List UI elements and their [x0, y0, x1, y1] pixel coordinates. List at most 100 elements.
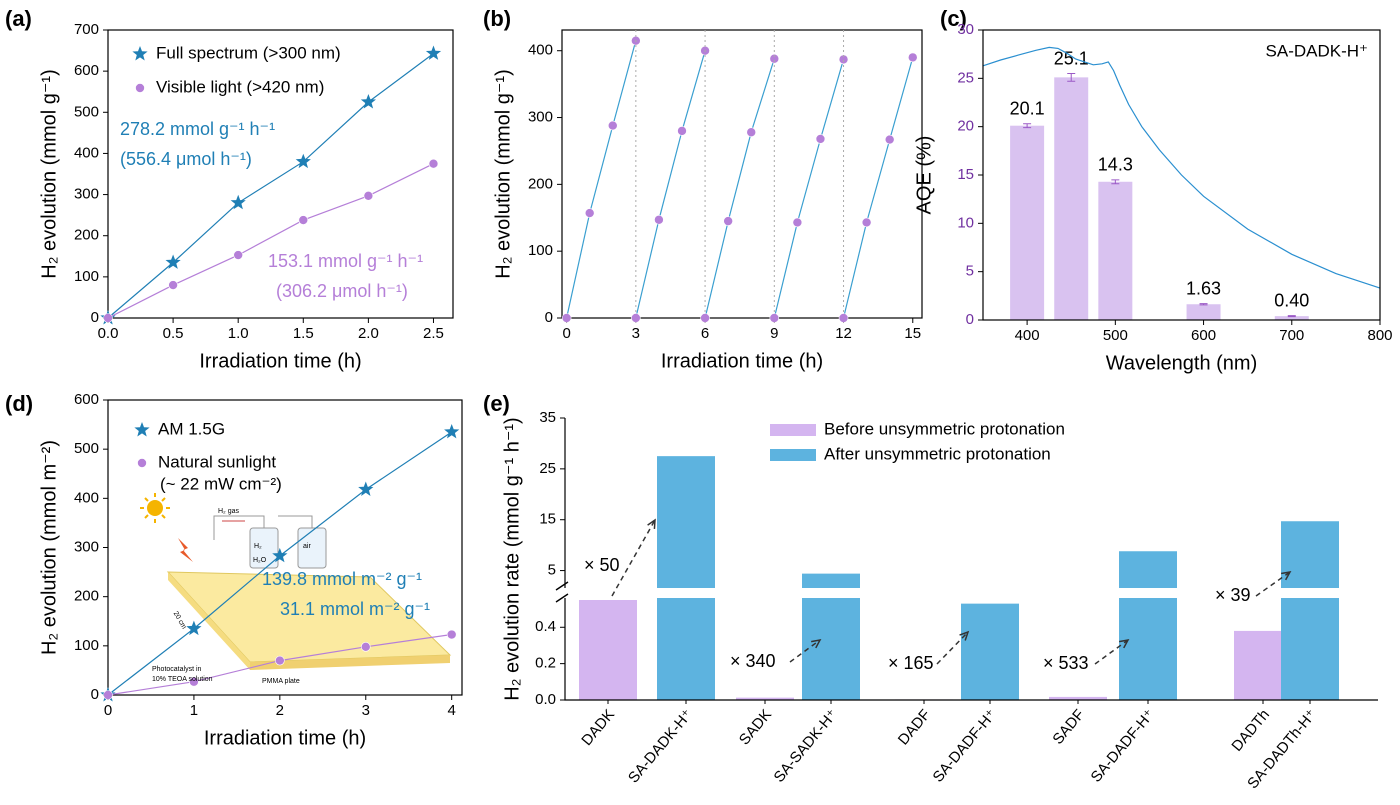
legend-label: Natural sunlight [158, 452, 276, 471]
illustration-label: H₂ [254, 543, 262, 550]
x-tick-label: 0 [562, 325, 570, 342]
series-line [635, 50, 706, 319]
x-tick-label: SA-DADK-H⁺ [625, 706, 696, 786]
value-label: 0.40 [1274, 290, 1309, 310]
circle-marker [907, 52, 918, 63]
bar [1186, 304, 1221, 320]
x-tick-label: 1.5 [293, 325, 314, 342]
illustration [140, 493, 452, 670]
legend-swatch [770, 449, 816, 461]
bar [657, 456, 715, 700]
x-tick-label: 6 [701, 325, 709, 342]
y-tick-label: 300 [74, 538, 99, 555]
arrow-head [811, 638, 822, 649]
panel-label: (e) [483, 391, 510, 416]
x-tick-label: 12 [835, 325, 852, 342]
light-bolt [178, 538, 193, 562]
x-tick-label: SA-SADK-H⁺ [770, 706, 841, 786]
circle-marker [233, 250, 243, 260]
circle-marker [189, 676, 199, 687]
error-bar [1111, 179, 1120, 185]
circle-marker [815, 134, 826, 144]
y-tick-label: 100 [528, 242, 553, 259]
legend-marker [134, 422, 150, 437]
star-marker [186, 620, 202, 636]
legend-label: Visible light (>420 nm) [156, 77, 324, 96]
annotation: 31.1 mmol m⁻² g⁻¹ [280, 599, 430, 619]
star-marker [444, 424, 460, 439]
series-line [107, 53, 434, 319]
circle-marker [168, 280, 178, 290]
star-marker [165, 254, 181, 269]
tubing [213, 515, 313, 540]
x-tick-label: 3 [362, 702, 370, 719]
circle-marker [700, 313, 710, 323]
y-tick-label: 500 [74, 103, 99, 120]
y-tick-label: 600 [74, 391, 99, 408]
y-tick-label: 600 [74, 62, 99, 79]
star-marker [360, 94, 376, 109]
plot-frame [107, 29, 454, 319]
y-axis-label: H₂ evolution (mmol m⁻²) [38, 440, 60, 655]
y-tick-label: 5 [548, 562, 556, 579]
illustration-label: Photocatalyst in [152, 666, 202, 673]
illustration-label: H₂O [253, 557, 267, 564]
circle-marker [792, 217, 803, 228]
y-axis-label: AQE (%) [913, 136, 935, 215]
x-tick-label: 3 [632, 325, 640, 342]
x-axis-label: Irradiation time (h) [199, 350, 361, 372]
panel-label: (b) [483, 6, 511, 31]
x-tick-label: 800 [1367, 327, 1392, 344]
chart-title: SA-DADK-H⁺ [1266, 41, 1368, 60]
series-line [773, 59, 845, 319]
series-line [704, 58, 775, 319]
annotation: 139.8 mmol m⁻² g⁻¹ [262, 569, 422, 589]
y-tick-label: 0 [966, 311, 974, 328]
plot-frame [561, 29, 923, 319]
x-tick-label: 2.5 [423, 325, 444, 342]
value-label: 20.1 [1010, 99, 1045, 119]
legend-label: After unsymmetric protonation [824, 444, 1051, 463]
circle-marker [428, 158, 439, 169]
annotation: 278.2 mmol g⁻¹ h⁻¹ [120, 119, 275, 139]
absorption-curve [982, 46, 1381, 289]
y-tick-label: 0.4 [535, 618, 556, 635]
y-tick-label: 0 [91, 686, 99, 703]
x-axis-label: Irradiation time (h) [204, 727, 366, 749]
bar [961, 603, 1019, 700]
x-tick-label: SADK [736, 706, 775, 748]
legend-swatch [770, 424, 816, 436]
circle-marker [769, 313, 780, 323]
circle-marker [446, 629, 457, 640]
y-tick-label: 0.2 [535, 655, 556, 672]
y-tick-label: 200 [528, 175, 553, 192]
circle-marker [360, 642, 371, 652]
series-line [107, 163, 434, 319]
x-tick-label: 0.5 [163, 325, 184, 342]
legend-label: Before unsymmetric protonation [824, 419, 1065, 438]
illustration-label: air [303, 543, 311, 550]
circle-marker [723, 216, 733, 226]
y-tick-label: 400 [74, 144, 99, 161]
y-tick-label: 300 [528, 109, 553, 126]
axis-break-mark [555, 581, 569, 603]
value-label: 1.63 [1186, 278, 1221, 298]
x-tick-label: 600 [1191, 327, 1216, 344]
y-axis-label: H₂ evolution (mmol g⁻¹) [492, 69, 514, 278]
arrow-head [647, 518, 656, 530]
annotation: × 340 [730, 651, 776, 671]
x-tick-label: 0 [104, 702, 112, 719]
panel-side [168, 572, 250, 670]
x-tick-label: 2.0 [358, 325, 379, 342]
star-marker [358, 481, 374, 496]
y-axis-label: H₂ evolution (mmol g⁻¹) [38, 69, 60, 278]
sun-rays [140, 493, 170, 523]
y-tick-label: 0.0 [535, 691, 556, 708]
legend-label: Full spectrum (>300 nm) [156, 43, 341, 62]
x-tick-label: 500 [1103, 327, 1128, 344]
y-tick-label: 0 [545, 309, 553, 326]
y-tick-label: 15 [539, 511, 556, 528]
x-tick-label: DADTh [1228, 706, 1273, 755]
bar [579, 600, 637, 700]
x-axis-label: Wavelength (nm) [1106, 352, 1258, 374]
